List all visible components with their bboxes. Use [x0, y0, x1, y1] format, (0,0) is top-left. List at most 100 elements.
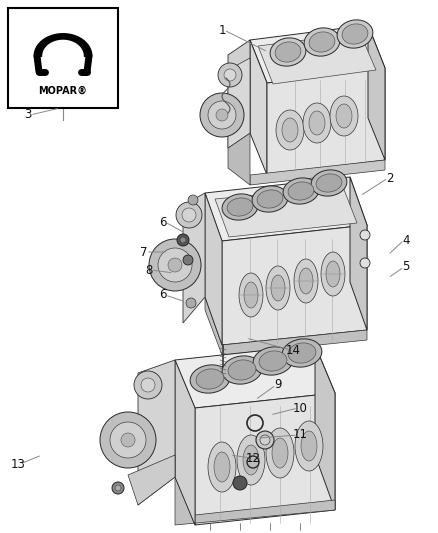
Polygon shape	[368, 25, 385, 160]
Polygon shape	[175, 360, 195, 525]
Ellipse shape	[259, 351, 287, 371]
Circle shape	[208, 101, 236, 129]
Circle shape	[200, 93, 244, 137]
Ellipse shape	[228, 360, 256, 380]
Ellipse shape	[275, 42, 301, 62]
Circle shape	[360, 230, 370, 240]
Ellipse shape	[282, 118, 298, 142]
Ellipse shape	[336, 104, 352, 128]
Ellipse shape	[252, 186, 288, 212]
Ellipse shape	[316, 174, 342, 192]
Ellipse shape	[253, 347, 293, 375]
Circle shape	[134, 371, 162, 399]
Polygon shape	[205, 193, 222, 345]
Ellipse shape	[196, 369, 224, 389]
Polygon shape	[183, 193, 205, 323]
Polygon shape	[205, 297, 367, 355]
Polygon shape	[138, 360, 175, 505]
Polygon shape	[267, 68, 385, 175]
Ellipse shape	[257, 190, 283, 208]
Text: 8: 8	[145, 263, 153, 277]
Polygon shape	[228, 133, 250, 185]
Polygon shape	[128, 455, 175, 505]
Circle shape	[360, 258, 370, 268]
Circle shape	[176, 202, 202, 228]
Circle shape	[218, 63, 242, 87]
Ellipse shape	[309, 32, 335, 52]
Text: 9: 9	[274, 378, 282, 392]
Polygon shape	[222, 225, 367, 345]
Ellipse shape	[321, 252, 345, 296]
Ellipse shape	[301, 431, 317, 461]
Polygon shape	[215, 187, 357, 237]
Circle shape	[121, 433, 135, 447]
Circle shape	[224, 69, 236, 81]
Ellipse shape	[244, 282, 258, 308]
Text: 2: 2	[386, 172, 394, 184]
Polygon shape	[250, 160, 385, 185]
Circle shape	[188, 195, 198, 205]
Ellipse shape	[243, 445, 259, 475]
Text: 6: 6	[159, 288, 167, 302]
Circle shape	[168, 258, 182, 272]
Circle shape	[216, 109, 228, 121]
Circle shape	[183, 255, 193, 265]
Ellipse shape	[270, 38, 306, 66]
Ellipse shape	[222, 356, 262, 384]
Polygon shape	[205, 177, 367, 241]
Ellipse shape	[337, 20, 373, 48]
Polygon shape	[315, 345, 335, 510]
Polygon shape	[228, 58, 250, 148]
Text: 12: 12	[246, 451, 261, 464]
Ellipse shape	[283, 178, 319, 204]
Circle shape	[186, 298, 196, 308]
Ellipse shape	[266, 428, 294, 478]
Circle shape	[256, 431, 274, 449]
Ellipse shape	[239, 273, 263, 317]
Polygon shape	[250, 40, 267, 175]
Ellipse shape	[326, 261, 340, 287]
Circle shape	[100, 412, 156, 468]
Ellipse shape	[311, 170, 347, 196]
Ellipse shape	[237, 435, 265, 485]
Text: 3: 3	[25, 109, 32, 122]
Ellipse shape	[330, 96, 358, 136]
Ellipse shape	[304, 28, 340, 56]
Circle shape	[112, 482, 124, 494]
Ellipse shape	[227, 198, 253, 216]
Polygon shape	[228, 40, 250, 148]
Ellipse shape	[266, 266, 290, 310]
Polygon shape	[175, 345, 335, 408]
Polygon shape	[175, 477, 335, 525]
Circle shape	[180, 237, 186, 243]
Ellipse shape	[208, 442, 236, 492]
Circle shape	[158, 248, 192, 282]
Ellipse shape	[342, 24, 368, 44]
Ellipse shape	[288, 343, 316, 363]
Circle shape	[182, 208, 196, 222]
Polygon shape	[250, 25, 385, 83]
Circle shape	[233, 476, 247, 490]
Ellipse shape	[288, 182, 314, 200]
Ellipse shape	[214, 452, 230, 482]
Text: 5: 5	[403, 261, 410, 273]
Ellipse shape	[294, 259, 318, 303]
Polygon shape	[258, 33, 376, 84]
Ellipse shape	[190, 365, 230, 393]
Ellipse shape	[299, 268, 313, 294]
Text: 1: 1	[218, 23, 226, 36]
Text: MOPAR®: MOPAR®	[39, 86, 88, 96]
Text: 4: 4	[402, 233, 410, 246]
Ellipse shape	[271, 275, 285, 301]
Text: 6: 6	[159, 215, 167, 229]
Circle shape	[260, 435, 270, 445]
Polygon shape	[195, 393, 335, 525]
Circle shape	[115, 485, 121, 491]
Ellipse shape	[282, 339, 322, 367]
Ellipse shape	[309, 111, 325, 135]
Text: 7: 7	[140, 246, 148, 259]
Text: 13: 13	[11, 457, 25, 471]
Ellipse shape	[272, 438, 288, 468]
Text: 10: 10	[293, 401, 307, 415]
Text: 11: 11	[293, 429, 307, 441]
